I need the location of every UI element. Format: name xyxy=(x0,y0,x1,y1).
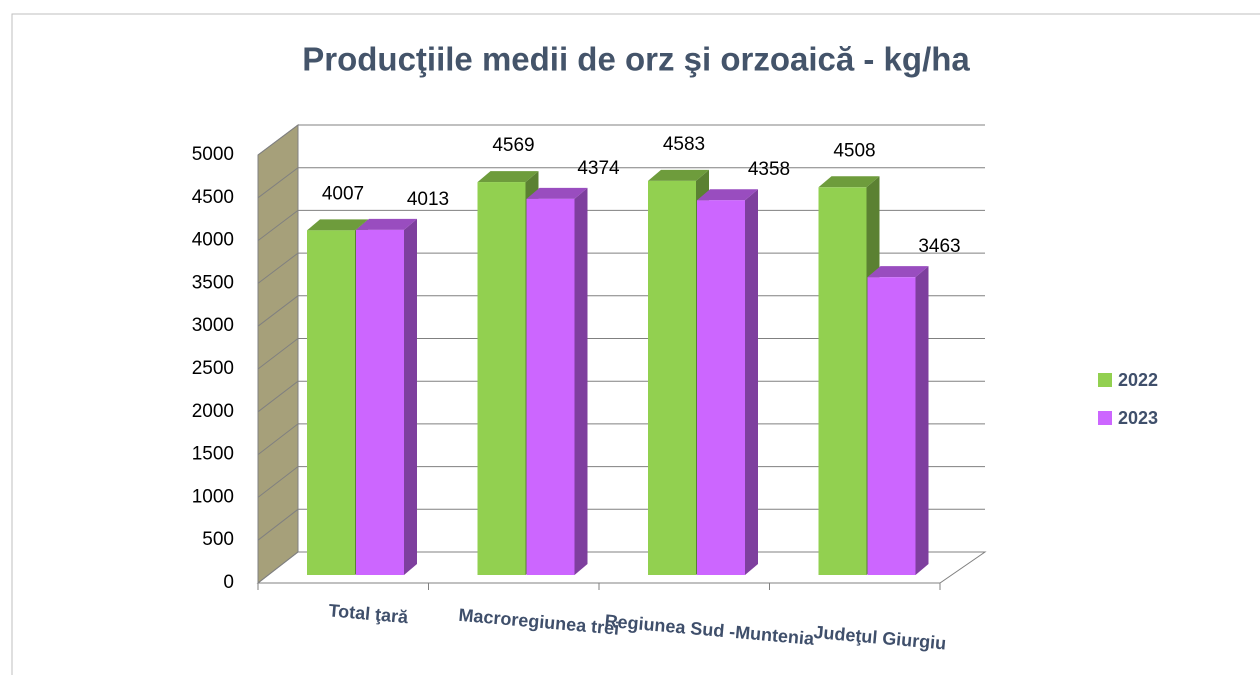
y-tick-label: 2500 xyxy=(192,358,234,379)
bar-top xyxy=(356,218,417,230)
y-tick-label: 5000 xyxy=(192,144,234,165)
bar-front xyxy=(526,198,575,575)
y-tick-label: 4500 xyxy=(192,187,234,208)
bar-side xyxy=(574,187,588,575)
bar xyxy=(356,218,417,575)
chart-title: Producţiile medii de orz şi orzoaică - k… xyxy=(302,41,970,78)
legend-label: 2023 xyxy=(1118,408,1158,428)
data-label: 4569 xyxy=(492,135,534,156)
bar-side xyxy=(404,218,417,575)
bar-front xyxy=(356,229,404,575)
data-label: 4007 xyxy=(322,183,364,204)
bar-side xyxy=(745,189,758,575)
data-label: 4013 xyxy=(407,189,449,210)
y-tick-label: 3000 xyxy=(192,315,234,336)
grid-line xyxy=(257,124,985,156)
y-tick-label: 0 xyxy=(223,572,234,593)
y-tick-label: 4000 xyxy=(192,230,234,251)
y-tick-label: 3500 xyxy=(192,272,234,293)
bar-side xyxy=(915,266,929,575)
grid-line xyxy=(257,167,985,199)
bar-top xyxy=(477,171,539,183)
bar xyxy=(697,189,758,575)
data-label: 4358 xyxy=(748,159,790,180)
bar xyxy=(867,266,929,575)
bar-front xyxy=(867,277,916,575)
bar xyxy=(526,187,588,575)
y-tick-label: 1500 xyxy=(192,444,234,465)
bar-front xyxy=(648,180,696,575)
y-tick-label: 1000 xyxy=(192,486,234,507)
bar-top xyxy=(307,219,368,231)
data-label: 4508 xyxy=(833,140,875,161)
data-label: 4374 xyxy=(577,158,620,179)
bar-top xyxy=(526,187,588,199)
data-label: 3463 xyxy=(918,236,960,257)
bar-top xyxy=(697,189,758,201)
bar-front xyxy=(477,182,526,576)
legend-label: 2022 xyxy=(1118,370,1158,390)
legend-swatch xyxy=(1098,411,1112,425)
y-tick-label: 2000 xyxy=(192,401,234,422)
legend-swatch xyxy=(1098,373,1112,387)
bar-top xyxy=(867,266,929,278)
bar-front xyxy=(697,200,745,575)
data-label: 4583 xyxy=(663,134,705,155)
bar-top xyxy=(648,169,709,181)
bar-top xyxy=(818,176,880,188)
bar-front xyxy=(307,230,355,575)
bar-front xyxy=(818,187,867,575)
y-tick-label: 500 xyxy=(202,529,234,550)
